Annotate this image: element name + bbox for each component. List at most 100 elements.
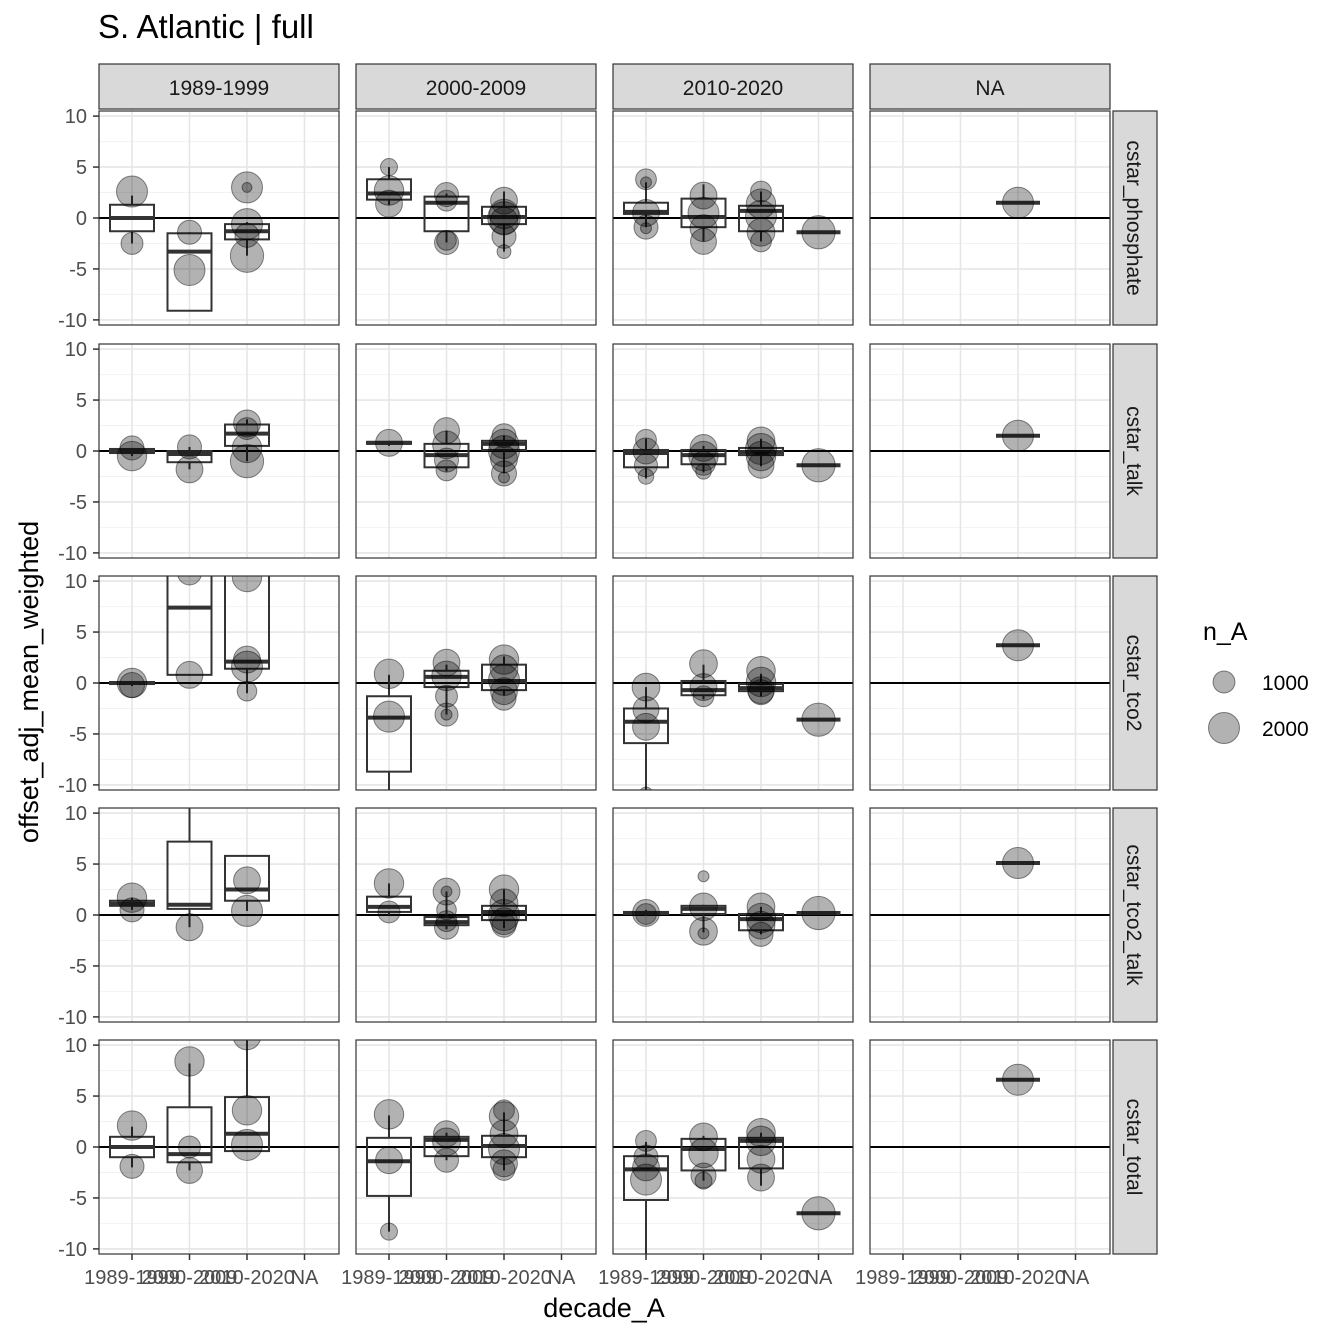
box-group <box>109 680 155 687</box>
data-point <box>433 229 460 255</box>
box-group <box>423 664 470 715</box>
point-group <box>746 426 776 456</box>
data-point <box>116 175 148 208</box>
point-group <box>433 447 460 473</box>
box-group <box>481 435 527 474</box>
data-point <box>176 219 203 245</box>
point-group <box>489 888 519 918</box>
box-body <box>166 232 213 312</box>
y-tick-label: 5 <box>76 1086 87 1108</box>
data-point <box>632 198 660 227</box>
panel-border <box>869 575 1111 791</box>
facet-strip-row-label: cstar_total <box>1122 1099 1145 1196</box>
point-group <box>433 1120 460 1148</box>
data-point <box>440 885 453 898</box>
point-group <box>801 895 836 931</box>
point-group <box>433 914 460 940</box>
legend-title: n_A <box>1203 618 1248 646</box>
data-point <box>687 196 720 229</box>
y-tick-label: -5 <box>69 259 87 281</box>
box-group <box>224 1040 270 1153</box>
box-body <box>680 197 727 229</box>
data-point <box>120 232 144 255</box>
point-group <box>373 868 405 899</box>
data-point <box>689 916 718 946</box>
box-group <box>481 656 527 696</box>
point-group <box>748 679 774 706</box>
point-group <box>635 168 657 191</box>
box-group <box>166 446 213 470</box>
data-point <box>231 576 263 593</box>
panel-border <box>869 110 1111 326</box>
data-point <box>1002 419 1034 452</box>
point-group <box>231 432 263 464</box>
box-group <box>623 1141 669 1254</box>
data-point <box>489 206 519 236</box>
point-group <box>431 660 462 692</box>
data-point <box>496 244 512 260</box>
panel-border <box>869 1039 1111 1255</box>
data-point <box>745 199 777 232</box>
point-group <box>635 903 657 925</box>
legend-key <box>1212 670 1236 694</box>
data-point <box>640 176 652 189</box>
data-point <box>747 451 775 479</box>
data-point <box>801 215 836 250</box>
data-point <box>231 894 263 927</box>
point-group <box>488 663 520 696</box>
box-body <box>623 1155 669 1201</box>
point-group <box>1002 186 1034 219</box>
box-group <box>166 232 213 312</box>
facet-strip-row <box>1112 343 1158 559</box>
y-tick-label: -5 <box>69 492 87 514</box>
y-tick-label: -10 <box>58 1007 87 1029</box>
data-point <box>435 459 458 482</box>
box-group <box>366 883 412 915</box>
data-point <box>432 877 461 906</box>
box-body <box>623 707 669 745</box>
point-group <box>746 655 776 686</box>
point-group <box>632 899 660 927</box>
box-body <box>366 1136 412 1197</box>
y-tick-label: 10 <box>65 339 87 361</box>
y-tick-label: 0 <box>76 208 87 230</box>
point-group <box>241 182 253 193</box>
point-group <box>231 171 263 204</box>
point-group <box>690 227 717 255</box>
point-group <box>432 430 461 460</box>
point-group <box>377 900 401 924</box>
legend-key <box>1208 712 1240 744</box>
box-body <box>738 1136 784 1170</box>
point-group <box>174 1046 205 1077</box>
point-group <box>692 685 715 708</box>
data-point <box>488 644 520 675</box>
facet-strip-col <box>355 63 597 110</box>
data-point <box>690 227 717 255</box>
data-point <box>745 432 777 465</box>
panel-border <box>869 343 1111 559</box>
point-group <box>1002 847 1034 880</box>
x-tick-label: 2000-2009 <box>399 1267 495 1289</box>
data-point <box>490 1149 518 1178</box>
data-point <box>231 1128 263 1161</box>
point-group <box>490 1149 518 1178</box>
data-point <box>632 712 660 741</box>
data-point <box>748 679 774 706</box>
data-point <box>689 1122 718 1152</box>
data-point <box>375 1146 403 1175</box>
point-group <box>229 444 265 479</box>
point-group <box>488 874 520 905</box>
box-group <box>680 664 727 700</box>
point-group <box>689 181 718 210</box>
point-group <box>492 1157 516 1181</box>
data-point <box>373 868 405 899</box>
point-group <box>687 196 720 229</box>
point-group <box>490 186 518 215</box>
x-tick-label: 1989-1999 <box>341 1267 437 1289</box>
point-group <box>493 1099 515 1122</box>
box-body <box>423 195 470 233</box>
data-point <box>116 882 148 913</box>
panel-border <box>869 807 1111 1023</box>
point-group <box>632 696 660 723</box>
box-body <box>623 448 669 469</box>
